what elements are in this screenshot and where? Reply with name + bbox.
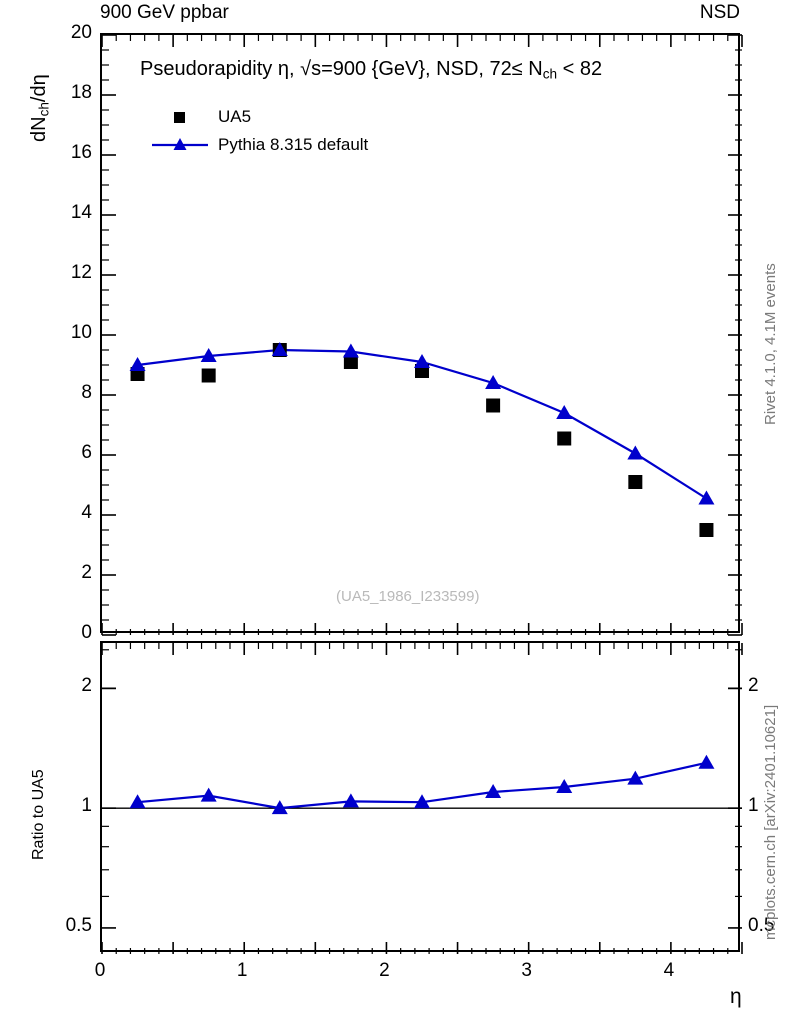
data-point-ua5 bbox=[557, 431, 572, 446]
x-tick-label: 3 bbox=[521, 960, 532, 981]
data-point-pythia bbox=[129, 357, 146, 371]
x-tick-label: 2 bbox=[379, 960, 390, 981]
y-tick-label: 8 bbox=[81, 382, 92, 403]
y-tick-label: 0 bbox=[81, 622, 92, 643]
ratio-point-pythia bbox=[556, 779, 573, 794]
ratio-y-axis-title: Ratio to UA5 bbox=[30, 769, 47, 860]
legend-label-pythia: Pythia 8.315 default bbox=[218, 135, 369, 154]
y-tick-label: 4 bbox=[81, 502, 92, 523]
ratio-point-pythia bbox=[627, 770, 644, 785]
data-point-ua5 bbox=[628, 475, 643, 489]
legend-label-ua5: UA5 bbox=[218, 107, 252, 126]
ratio-point-pythia bbox=[414, 794, 430, 809]
header-beam-label: 900 GeV ppbar bbox=[100, 2, 229, 23]
ratio-plot-panel bbox=[100, 641, 743, 954]
data-point-pythia bbox=[271, 342, 288, 356]
data-point-pythia bbox=[342, 343, 359, 358]
data-point-ua5 bbox=[201, 368, 216, 383]
y-tick-label: 14 bbox=[70, 202, 92, 223]
plot-title-main: Pseudorapidity η, √s=900 {GeV}, NSD, 72≤… bbox=[140, 58, 543, 80]
analysis-id-watermark: (UA5_1986_I233599) bbox=[336, 588, 480, 605]
y-tick-label: 12 bbox=[70, 262, 92, 283]
data-point-pythia bbox=[556, 405, 573, 419]
y-tick-label: 16 bbox=[70, 142, 92, 163]
legend-marker-triangle-line bbox=[152, 138, 208, 150]
ratio-point-pythia bbox=[200, 787, 217, 802]
y-tick-label: 2 bbox=[81, 562, 92, 583]
y-title-post: /dη bbox=[28, 74, 50, 103]
y-tick-label: 18 bbox=[70, 82, 92, 103]
y-title-sub: ch bbox=[36, 102, 52, 117]
data-point-ua5 bbox=[486, 398, 501, 413]
y-tick-label: 10 bbox=[70, 322, 92, 343]
legend-marker-square bbox=[174, 112, 185, 123]
data-point-pythia bbox=[485, 375, 502, 389]
main-plot-canvas bbox=[101, 34, 743, 636]
ratio-y-tick-label: 1 bbox=[81, 795, 92, 817]
x-tick-label: 0 bbox=[94, 960, 106, 981]
y-title-pre: dN bbox=[28, 116, 50, 142]
main-plot-panel bbox=[100, 33, 743, 636]
y-tick-label: 20 bbox=[70, 22, 92, 43]
y-tick-label: 6 bbox=[81, 442, 92, 463]
header-process-label: NSD bbox=[699, 2, 740, 23]
ratio-y-tick-label: 2 bbox=[81, 675, 92, 697]
ratio-point-pythia bbox=[342, 793, 359, 808]
ratio-point-pythia bbox=[129, 794, 146, 809]
ratio-point-pythia bbox=[485, 783, 502, 798]
ratio-point-pythia bbox=[271, 800, 288, 815]
ratio-plot-canvas bbox=[101, 643, 743, 954]
ratio-y-tick-label-right: 2 bbox=[748, 675, 759, 697]
plot-title-sub: ch bbox=[542, 66, 558, 82]
mcplots-reference-label: mcplots.cern.ch [arXiv:2401.10621] bbox=[762, 704, 779, 940]
data-point-ua5 bbox=[343, 355, 358, 369]
ratio-y-tick-label-right: 0.5 bbox=[748, 914, 775, 936]
data-point-pythia bbox=[627, 445, 644, 460]
x-axis-title: η bbox=[730, 985, 742, 1008]
rivet-version-label: Rivet 4.1.0, 4.1M events bbox=[762, 263, 779, 425]
data-point-ua5 bbox=[699, 523, 714, 537]
main-y-axis-title: dNch/dη bbox=[28, 74, 51, 142]
x-tick-label: 1 bbox=[236, 960, 248, 981]
ratio-y-tick-label: 0.5 bbox=[65, 914, 92, 936]
data-point-pythia bbox=[414, 354, 430, 368]
ratio-point-pythia bbox=[698, 754, 715, 769]
data-point-pythia bbox=[698, 490, 715, 505]
plot-title-tail: < 82 bbox=[557, 58, 603, 80]
data-point-pythia bbox=[200, 348, 217, 362]
plot-title: Pseudorapidity η, √s=900 {GeV}, NSD, 72≤… bbox=[140, 58, 602, 81]
ratio-y-tick-label-right: 1 bbox=[748, 795, 759, 817]
x-tick-label: 4 bbox=[663, 960, 675, 981]
